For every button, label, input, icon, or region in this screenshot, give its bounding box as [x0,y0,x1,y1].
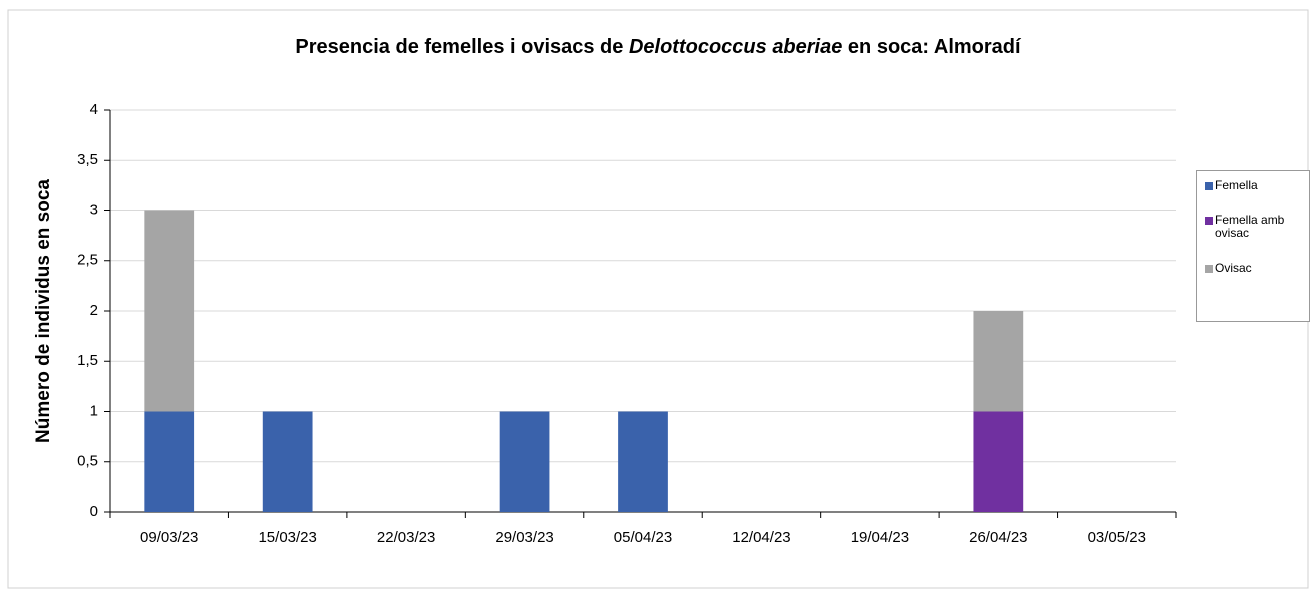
bar-segment [499,411,550,512]
bar-segment [973,311,1024,412]
legend-swatch [1205,217,1213,225]
bar-segment [973,411,1024,512]
y-tick-label: 0 [90,503,98,520]
bar-segment [262,411,313,512]
y-tick-label: 3,5 [77,151,98,168]
legend-item: Femella [1205,179,1305,192]
title-part: Delottococcus aberiae [629,36,842,58]
x-tick-label: 09/03/23 [140,529,198,546]
x-tick-label: 12/04/23 [732,529,790,546]
y-tick-label: 3 [90,201,98,218]
x-tick-label: 15/03/23 [258,529,316,546]
y-tick-label: 1,5 [77,352,98,369]
title-part: en soca: Almoradí [842,36,1022,58]
y-tick-label: 0,5 [77,453,98,470]
title-part: Presencia de femelles i ovisacs de [295,36,629,58]
legend-item: Ovisac [1205,262,1305,275]
bar-segment [618,411,668,512]
legend-swatch [1205,265,1213,273]
x-tick-label: 19/04/23 [851,529,909,546]
x-tick-label: 03/05/23 [1088,529,1146,546]
chart-title: Presencia de femelles i ovisacs de Delot… [295,36,1022,58]
legend-swatch [1205,182,1213,190]
x-tick-label: 29/03/23 [495,529,553,546]
bar-segment [144,411,195,512]
x-tick-label: 05/04/23 [614,529,672,546]
y-tick-label: 4 [90,101,98,118]
legend-label: Femella [1215,178,1258,192]
y-tick-label: 1 [90,402,98,419]
y-tick-label: 2 [90,302,98,319]
y-tick-label: 2,5 [77,252,98,269]
x-tick-label: 26/04/23 [969,529,1027,546]
legend: Femella Femella amb ovisac Ovisac [1196,170,1310,322]
legend-item: Femella amb ovisac [1205,214,1305,240]
legend-label: Ovisac [1215,261,1252,275]
y-axis-label: Número de individus en soca [33,179,54,443]
x-tick-label: 22/03/23 [377,529,435,546]
bar-segment [144,210,195,412]
legend-label: Femella amb ovisac [1215,213,1285,240]
